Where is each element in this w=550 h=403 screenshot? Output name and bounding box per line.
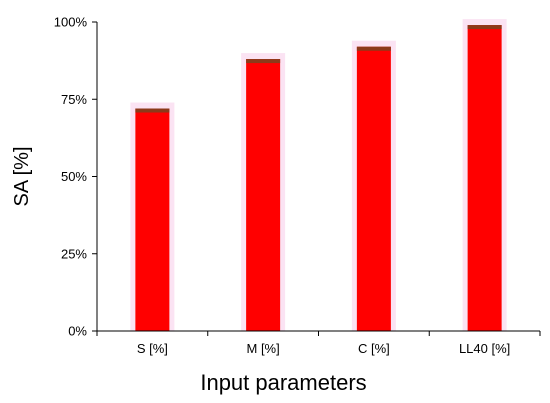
- y-tick-label: 75%: [61, 92, 87, 107]
- bar: [135, 108, 170, 332]
- bar: [356, 46, 391, 331]
- y-tick-label: 25%: [61, 246, 87, 261]
- x-axis-title: Input parameters: [200, 370, 366, 395]
- bars-group: [130, 19, 507, 332]
- bar-cap: [356, 46, 391, 51]
- bar: [467, 25, 502, 332]
- bar-cap: [135, 108, 170, 113]
- y-tick-label: 50%: [61, 169, 87, 184]
- bar-cap: [246, 59, 281, 64]
- bar: [246, 59, 281, 332]
- bar-cap: [467, 25, 502, 30]
- y-ticks-group: 0% 25% 50% 75% 100%: [54, 15, 97, 339]
- x-ticks-group: S [%] M [%] C [%] LL40 [%]: [96, 331, 541, 356]
- x-tick-label: S [%]: [137, 341, 168, 356]
- y-axis-title: SA [%]: [11, 146, 33, 206]
- y-tick-label: 100%: [54, 15, 88, 30]
- x-tick-label: M [%]: [247, 341, 280, 356]
- x-tick-label: LL40 [%]: [459, 341, 510, 356]
- x-tick-label: C [%]: [358, 341, 390, 356]
- y-tick-label: 0%: [68, 324, 87, 339]
